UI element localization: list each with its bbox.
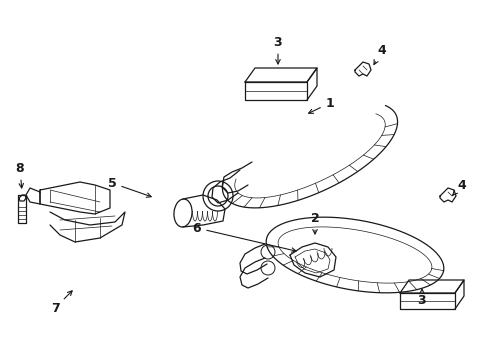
Text: 1: 1	[308, 96, 334, 113]
Text: 3: 3	[417, 289, 426, 306]
Text: 8: 8	[16, 162, 24, 188]
Text: 7: 7	[51, 291, 72, 315]
Text: 4: 4	[452, 179, 466, 195]
Text: 4: 4	[373, 44, 386, 64]
Text: 3: 3	[273, 36, 282, 64]
Text: 6: 6	[192, 221, 295, 252]
Text: 2: 2	[310, 212, 319, 234]
Text: 5: 5	[107, 176, 151, 197]
